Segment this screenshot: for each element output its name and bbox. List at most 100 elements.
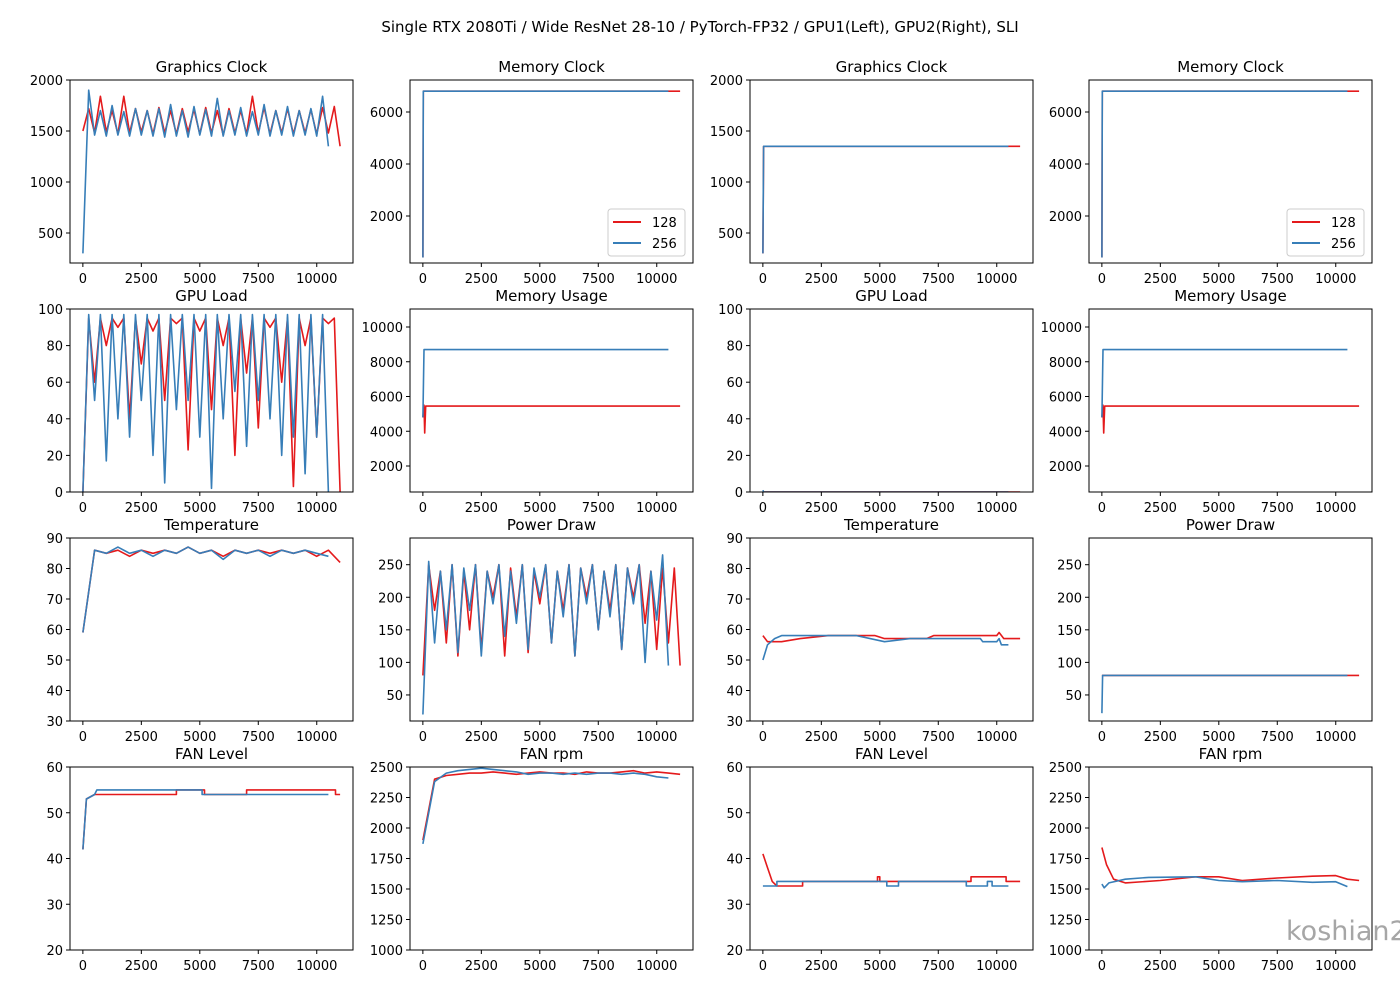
series-line-256: [422, 767, 669, 845]
x-tick-label: 10000: [296, 730, 337, 745]
x-tick-label: 7500: [1261, 501, 1294, 516]
figure-title: Single RTX 2080Ti / Wide ResNet 28-10 / …: [381, 18, 1018, 36]
x-tick-label: 7500: [242, 959, 275, 974]
y-tick-label: 20: [46, 449, 63, 464]
subplot: 0 2500 5000 7500 10000 20 30 40 50 60 FAN Level: [726, 745, 1034, 974]
legend-box: [1286, 208, 1365, 257]
y-tick-label: 150: [378, 624, 403, 639]
subplot: 0 2500 5000 7500 10000 1000 1250 1500 1750 2000 22…: [370, 745, 694, 974]
y-tick-label: 100: [718, 303, 743, 318]
y-tick-label: 1250: [370, 914, 403, 929]
y-tick-label: 0: [735, 486, 743, 501]
subplot: 0 2500 5000 7500 10000 50 100 150 200 250 Power Dr…: [1057, 516, 1373, 745]
y-tick-label: 50: [726, 654, 743, 669]
x-tick-label: 10000: [296, 501, 337, 516]
y-tick-label: 80: [46, 340, 63, 355]
y-tick-label: 10000: [1041, 321, 1082, 336]
axes-frame: [1088, 308, 1373, 493]
x-tick-label: 2500: [805, 501, 838, 516]
x-tick-label: 5000: [863, 272, 896, 287]
x-tick-label: 10000: [1315, 959, 1356, 974]
x-tick-label: 10000: [1315, 730, 1356, 745]
series-line-128: [762, 853, 1021, 887]
x-tick-label: 7500: [242, 501, 275, 516]
x-tick-label: 2500: [1144, 501, 1177, 516]
y-tick-label: 40: [726, 853, 743, 868]
x-tick-label: 10000: [1315, 272, 1356, 287]
x-tick-label: 10000: [636, 272, 677, 287]
x-tick-label: 5000: [523, 501, 556, 516]
y-tick-label: 2500: [1049, 761, 1082, 776]
subplot: 0 2500 5000 7500 10000 30 40 50 60 70 80 90 Temperat…: [46, 516, 354, 745]
subplot-title: Power Draw: [507, 516, 596, 534]
series-line-128: [1101, 404, 1360, 434]
y-tick-label: 60: [46, 761, 63, 776]
y-tick-label: 4000: [1049, 158, 1082, 173]
x-tick-label: 2500: [805, 959, 838, 974]
y-tick-label: 4000: [370, 425, 403, 440]
y-tick-label: 500: [38, 227, 63, 242]
series-line-256: [82, 789, 329, 850]
x-tick-label: 0: [1098, 272, 1106, 287]
x-tick-label: 7500: [922, 730, 955, 745]
x-tick-label: 7500: [1261, 272, 1294, 287]
y-tick-label: 60: [726, 376, 743, 391]
y-tick-label: 30: [46, 715, 63, 730]
x-tick-label: 7500: [582, 959, 615, 974]
y-tick-label: 100: [1057, 656, 1082, 671]
x-tick-label: 10000: [636, 959, 677, 974]
subplot-title: GPU Load: [175, 287, 247, 305]
y-tick-label: 2000: [710, 74, 743, 89]
series-line-128: [422, 769, 681, 841]
legend-label: 128: [652, 216, 677, 231]
subplot: 0 2500 5000 7500 10000 0 20 40 60 80 100 GPU Load: [718, 287, 1034, 516]
y-tick-label: 50: [46, 807, 63, 822]
x-tick-label: 10000: [296, 959, 337, 974]
y-tick-label: 60: [726, 761, 743, 776]
axes-frame: [69, 79, 354, 264]
subplot-title: Memory Clock: [498, 58, 605, 76]
y-tick-label: 150: [1057, 624, 1082, 639]
subplot: 0 2500 5000 7500 10000 20 30 40 50 60 FAN Level: [46, 745, 354, 974]
y-tick-label: 2000: [1049, 460, 1082, 475]
x-tick-label: 2500: [805, 272, 838, 287]
y-tick-label: 1000: [1049, 944, 1082, 959]
y-tick-label: 8000: [370, 356, 403, 371]
x-tick-label: 2500: [465, 272, 498, 287]
subplot: 0 2500 5000 7500 10000 500 1000 1500 2000 Graphic…: [30, 58, 354, 287]
x-tick-label: 2500: [465, 501, 498, 516]
x-tick-label: 0: [1098, 959, 1106, 974]
series-line-256: [1101, 348, 1348, 418]
y-tick-label: 2250: [370, 792, 403, 807]
y-tick-label: 1500: [710, 125, 743, 140]
x-tick-label: 7500: [582, 730, 615, 745]
y-tick-label: 30: [726, 715, 743, 730]
axes-frame: [749, 766, 1034, 951]
y-tick-label: 20: [46, 944, 63, 959]
y-tick-label: 80: [46, 563, 63, 578]
y-tick-label: 1000: [710, 176, 743, 191]
x-tick-label: 7500: [922, 272, 955, 287]
x-tick-label: 2500: [1144, 730, 1177, 745]
x-tick-label: 2500: [465, 730, 498, 745]
y-tick-label: 50: [386, 689, 403, 704]
x-tick-label: 0: [79, 501, 87, 516]
x-tick-label: 10000: [636, 730, 677, 745]
x-tick-label: 2500: [125, 501, 158, 516]
subplot-title: Power Draw: [1186, 516, 1275, 534]
x-tick-label: 7500: [582, 272, 615, 287]
y-tick-label: 2500: [370, 761, 403, 776]
y-tick-label: 40: [46, 413, 63, 428]
y-tick-label: 1750: [1049, 853, 1082, 868]
y-tick-label: 100: [378, 656, 403, 671]
x-tick-label: 5000: [863, 959, 896, 974]
x-tick-label: 10000: [1315, 501, 1356, 516]
series-line-256: [762, 634, 1009, 661]
x-tick-label: 5000: [523, 959, 556, 974]
y-tick-label: 250: [378, 559, 403, 574]
y-tick-label: 200: [1057, 591, 1082, 606]
axes-frame: [749, 537, 1034, 722]
